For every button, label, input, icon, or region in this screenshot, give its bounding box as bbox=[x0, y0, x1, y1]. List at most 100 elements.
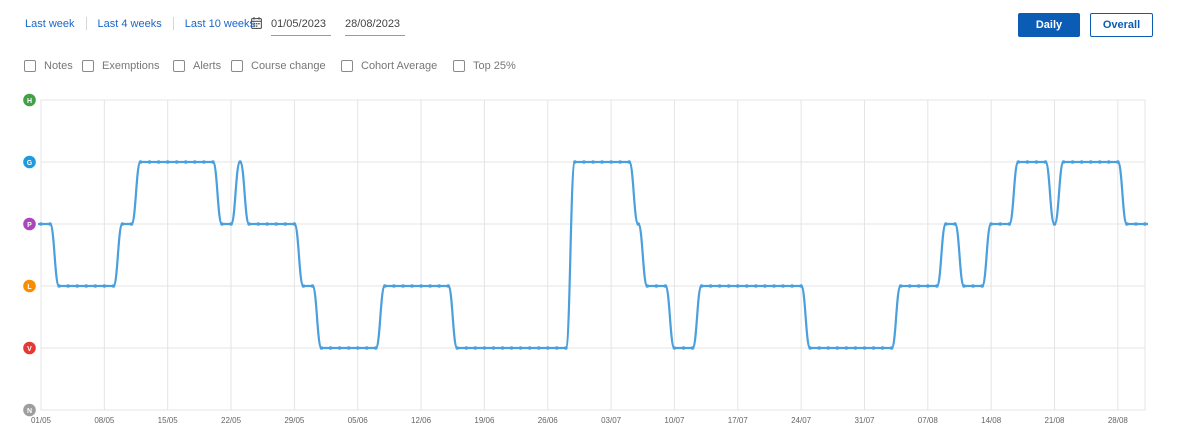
data-point bbox=[989, 222, 993, 226]
data-point bbox=[66, 284, 70, 288]
data-point bbox=[726, 284, 731, 288]
data-point bbox=[319, 346, 324, 350]
alerts-checkbox[interactable]: Alerts bbox=[173, 60, 221, 72]
checkbox-box[interactable] bbox=[341, 60, 353, 72]
data-point bbox=[844, 346, 849, 350]
data-point bbox=[1034, 160, 1039, 164]
x-tick-label: 08/05 bbox=[94, 416, 115, 425]
course-change-checkbox[interactable]: Course change bbox=[231, 60, 326, 72]
data-point bbox=[1134, 222, 1138, 226]
start-date-input[interactable]: 01/05/2023 bbox=[271, 18, 331, 36]
data-point bbox=[482, 346, 487, 350]
data-point bbox=[138, 160, 143, 164]
data-point bbox=[708, 284, 713, 288]
y-level-badge bbox=[23, 403, 36, 417]
data-point bbox=[1025, 160, 1030, 164]
data-point bbox=[211, 160, 215, 164]
y-tick-label: L bbox=[27, 284, 32, 291]
data-point bbox=[1043, 160, 1048, 164]
data-point bbox=[509, 346, 514, 350]
data-point bbox=[283, 222, 288, 226]
calendar-icon[interactable] bbox=[251, 17, 262, 29]
range-separator bbox=[172, 17, 174, 30]
data-point bbox=[953, 222, 957, 226]
data-point bbox=[147, 160, 152, 164]
data-point bbox=[871, 346, 876, 350]
y-tick-label: V bbox=[27, 346, 32, 353]
y-tick-label: H bbox=[27, 98, 32, 105]
checkbox-box[interactable] bbox=[173, 60, 185, 72]
x-tick-label: 24/07 bbox=[791, 416, 812, 425]
data-point bbox=[292, 222, 297, 226]
data-point bbox=[229, 222, 233, 226]
data-point bbox=[790, 284, 794, 288]
x-tick-label: 17/07 bbox=[728, 416, 749, 425]
data-point bbox=[799, 284, 803, 288]
data-point bbox=[428, 284, 432, 288]
data-point bbox=[310, 284, 315, 288]
x-tick-label: 01/05 bbox=[31, 416, 52, 425]
exemptions-checkbox[interactable]: Exemptions bbox=[82, 60, 159, 72]
x-tick-label: 03/07 bbox=[601, 416, 622, 425]
data-point bbox=[473, 346, 478, 350]
checkbox-label: Exemptions bbox=[102, 60, 160, 72]
data-point bbox=[1143, 222, 1147, 226]
data-point bbox=[808, 346, 812, 350]
data-point bbox=[916, 284, 921, 288]
last-week-link[interactable]: Last week bbox=[25, 17, 75, 30]
range-separator bbox=[85, 17, 87, 30]
data-point bbox=[944, 222, 948, 226]
notes-checkbox[interactable]: Notes bbox=[24, 60, 73, 72]
x-tick-label: 14/08 bbox=[981, 416, 1002, 425]
data-point bbox=[582, 160, 586, 164]
data-point bbox=[600, 160, 604, 164]
daily-button[interactable]: Daily bbox=[1018, 13, 1080, 37]
data-point bbox=[898, 284, 903, 288]
data-point bbox=[907, 284, 912, 288]
data-point bbox=[39, 222, 43, 226]
checkbox-box[interactable] bbox=[453, 60, 465, 72]
data-point bbox=[772, 284, 776, 288]
data-point bbox=[880, 346, 885, 350]
data-point bbox=[555, 346, 559, 350]
x-tick-label: 10/07 bbox=[664, 416, 685, 425]
checkbox-box[interactable] bbox=[24, 60, 36, 72]
data-point bbox=[1052, 222, 1057, 226]
checkbox-box[interactable] bbox=[82, 60, 94, 72]
cohort-average-checkbox[interactable]: Cohort Average bbox=[341, 60, 437, 72]
data-point bbox=[93, 284, 98, 288]
data-point bbox=[165, 160, 170, 164]
y-level-badge bbox=[23, 93, 36, 107]
chart-grid bbox=[40, 99, 1146, 411]
last-4-weeks-link[interactable]: Last 4 weeks bbox=[97, 17, 162, 30]
data-point bbox=[174, 160, 179, 164]
data-point bbox=[609, 160, 613, 164]
data-point bbox=[781, 284, 785, 288]
data-point bbox=[202, 160, 206, 164]
data-point bbox=[238, 160, 242, 164]
checkbox-box[interactable] bbox=[231, 60, 243, 72]
data-point bbox=[500, 346, 505, 350]
data-point bbox=[364, 346, 369, 350]
data-point bbox=[573, 160, 577, 164]
x-tick-label: 22/05 bbox=[221, 416, 242, 425]
data-point bbox=[75, 284, 79, 288]
data-point bbox=[1116, 160, 1120, 164]
data-point bbox=[156, 160, 161, 164]
range-links: Last week Last 4 weeks Last 10 weeks bbox=[25, 17, 255, 30]
top-25-checkbox[interactable]: Top 25% bbox=[453, 60, 516, 72]
chart-axes: N V L P G H 01/05 08/05 15/05 22/05 29/05 05/06 12/0… bbox=[23, 93, 1128, 425]
data-point bbox=[111, 284, 116, 288]
end-date-input[interactable]: 28/08/2023 bbox=[345, 18, 405, 36]
x-tick-label: 31/07 bbox=[854, 416, 875, 425]
data-point bbox=[183, 160, 188, 164]
data-point bbox=[545, 346, 550, 350]
data-point bbox=[536, 346, 541, 350]
last-10-weeks-link[interactable]: Last 10 weeks bbox=[184, 17, 256, 30]
x-tick-label: 07/08 bbox=[918, 416, 939, 425]
overall-button[interactable]: Overall bbox=[1090, 13, 1153, 37]
data-point bbox=[935, 284, 939, 288]
data-point bbox=[274, 222, 279, 226]
data-point bbox=[491, 346, 496, 350]
